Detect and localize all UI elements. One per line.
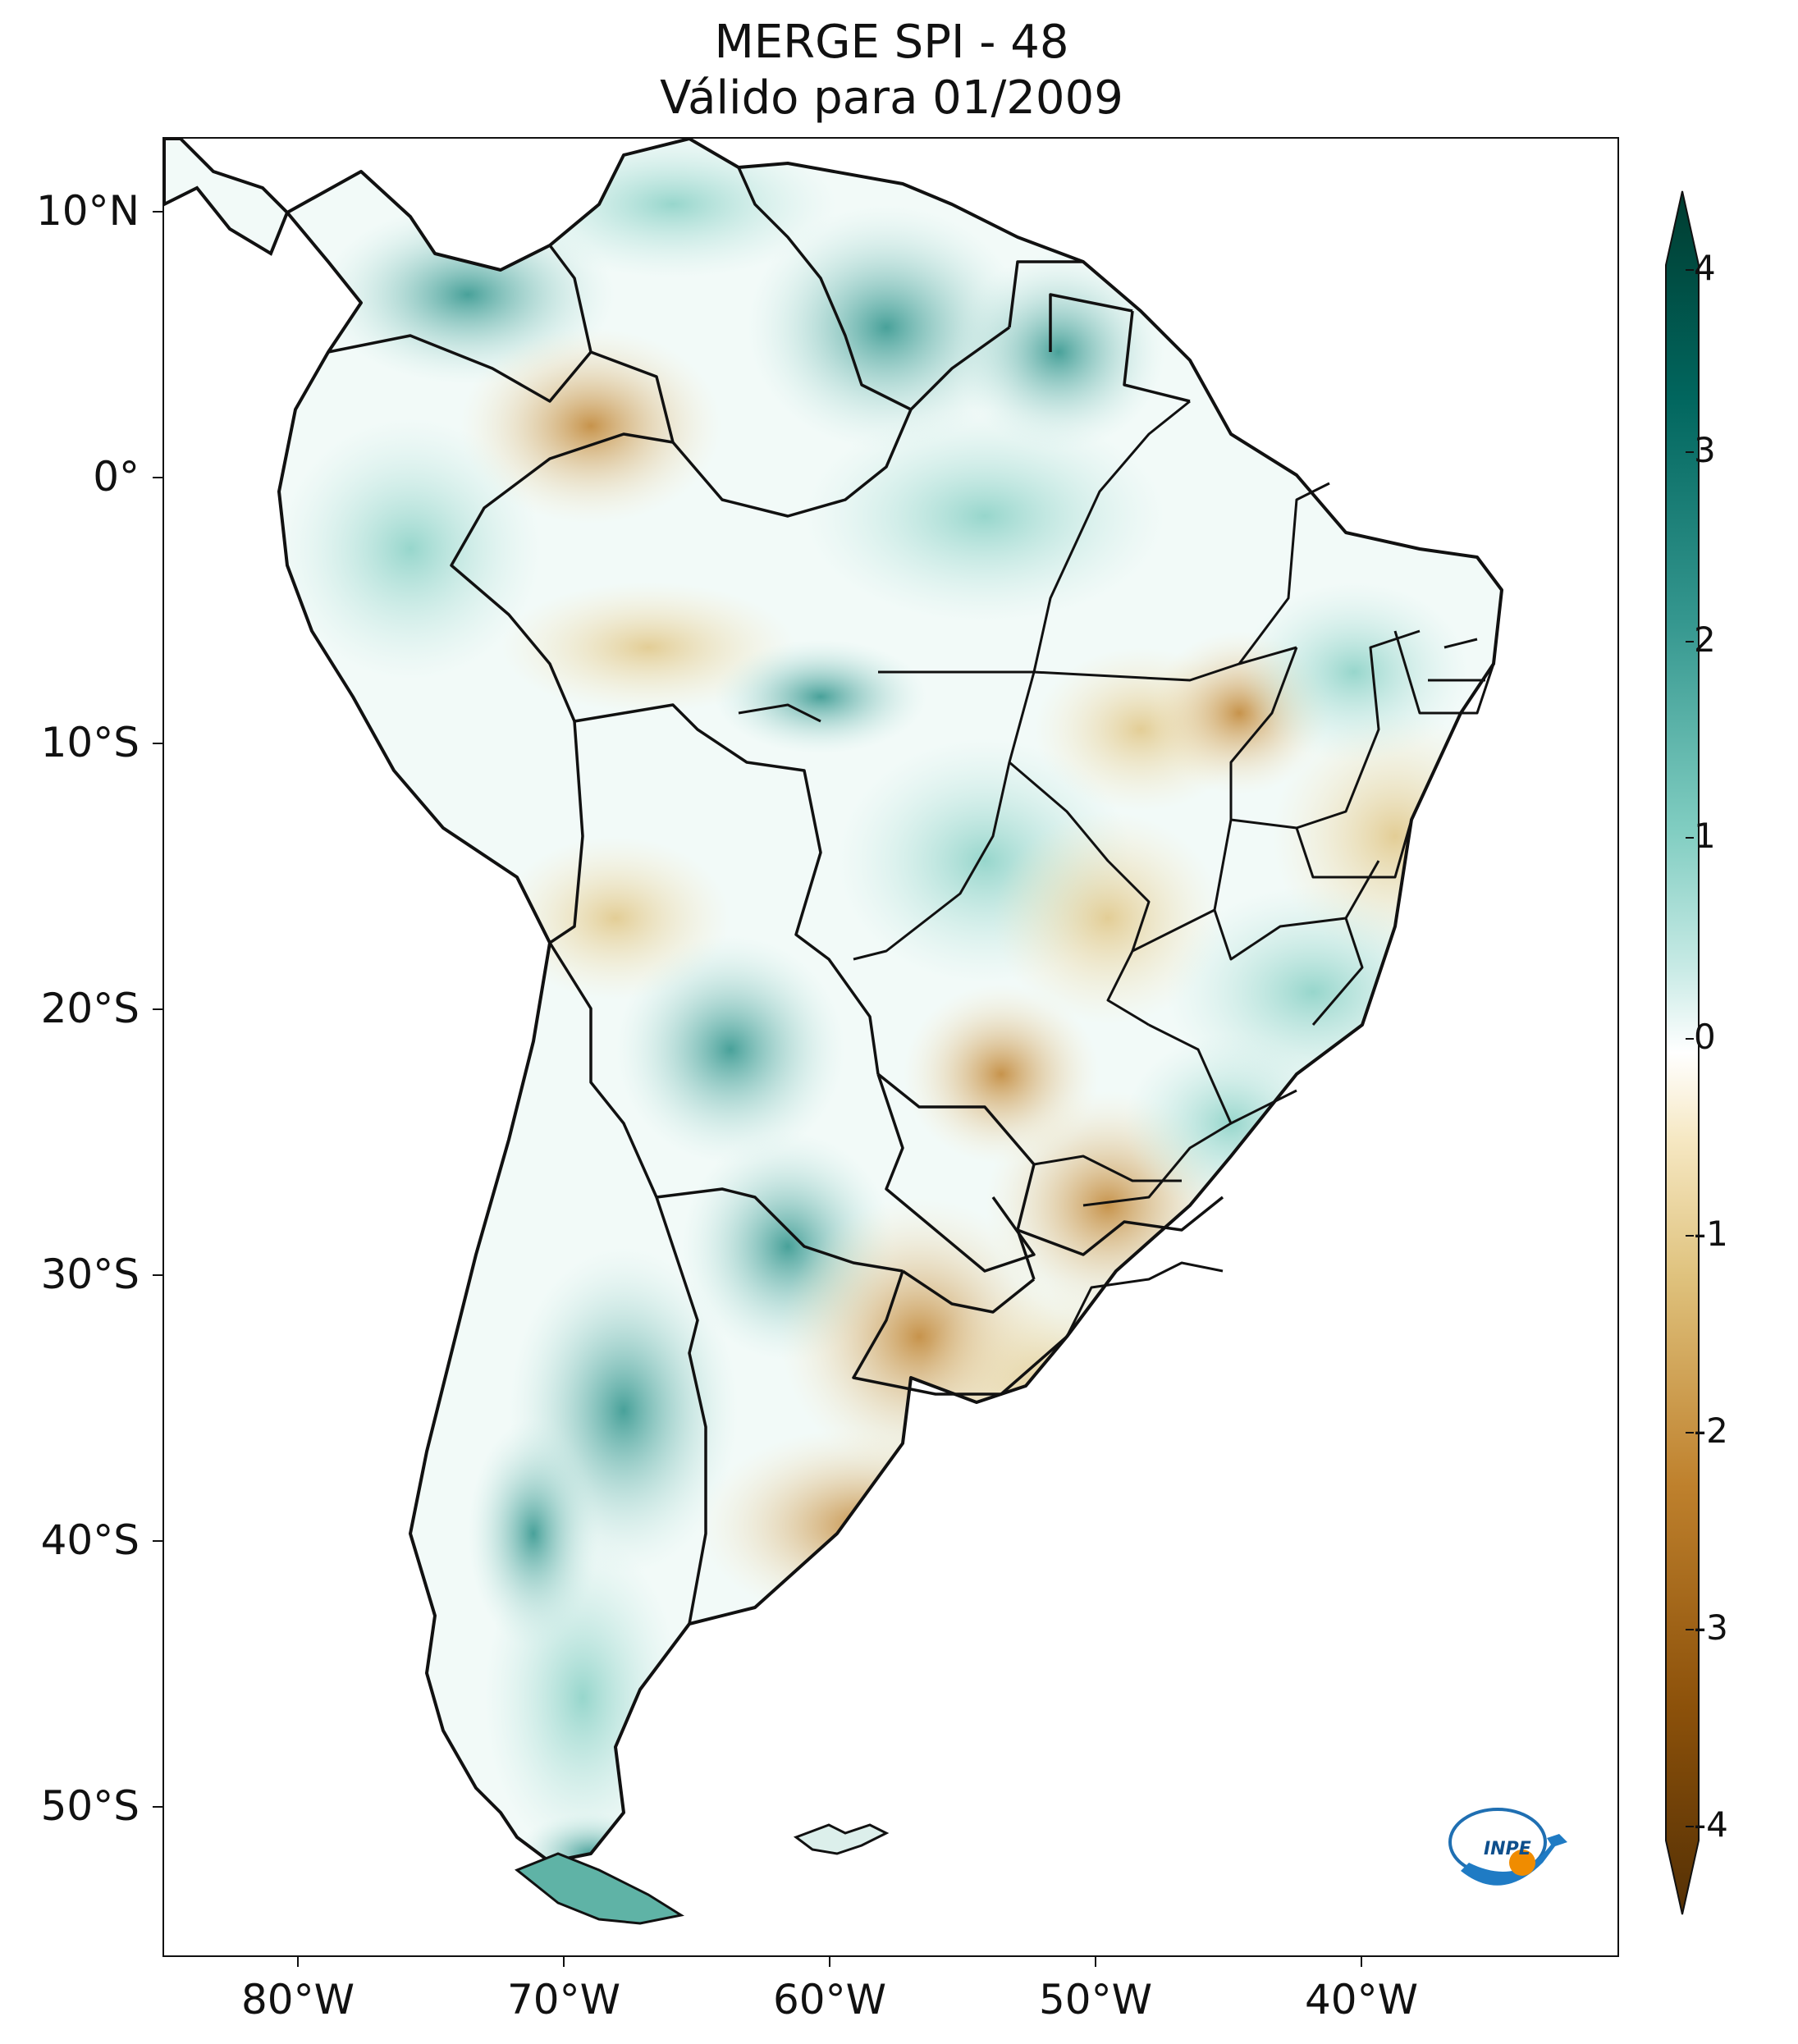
- lon-tick-mark: [1361, 1957, 1362, 1967]
- lat-tick-label: 50°S: [40, 1782, 140, 1830]
- lat-tick-label: 30°S: [40, 1251, 140, 1298]
- lon-tick-label: 50°W: [1038, 1976, 1153, 2023]
- lat-tick-label: 20°S: [40, 985, 140, 1032]
- lat-tick-label: 40°S: [40, 1516, 140, 1564]
- inpe-logo: INPE: [1448, 1808, 1567, 1886]
- map-title-line1: MERGE SPI - 48: [714, 16, 1069, 69]
- colorbar-tick: [1686, 269, 1694, 271]
- lon-tick-mark: [297, 1957, 299, 1967]
- lon-tick-label: 60°W: [772, 1976, 887, 2023]
- tierra-del-fuego: [515, 1852, 684, 1925]
- map-title-line2: Válido para 01/2009: [660, 71, 1123, 125]
- colorbar-label: 2: [1694, 620, 1716, 660]
- spi-field: [279, 139, 1502, 1862]
- lat-tick-mark: [153, 743, 162, 744]
- lon-tick-mark: [1095, 1957, 1096, 1967]
- colorbar-tick: [1686, 1432, 1694, 1434]
- lat-tick-label: 10°S: [40, 719, 140, 766]
- falkland-islands: [793, 1823, 890, 1855]
- lon-tick-mark: [563, 1957, 565, 1967]
- lat-tick-mark: [153, 1806, 162, 1808]
- lat-tick-mark: [153, 477, 162, 478]
- inpe-logo-text: INPE: [1484, 1839, 1531, 1859]
- state-borders: [738, 400, 1495, 1338]
- lat-tick-label: 0°: [93, 453, 140, 501]
- south-america-map: [164, 139, 1503, 1925]
- colorbar-label: -4: [1694, 1804, 1728, 1845]
- colorbar-label: 1: [1694, 816, 1716, 856]
- colorbar-label: 4: [1694, 248, 1716, 288]
- colorbar-tick: [1686, 641, 1694, 642]
- colorbar-tick: [1686, 1235, 1694, 1237]
- colorbar-label: 0: [1694, 1017, 1716, 1057]
- colorbar-tick: [1686, 837, 1694, 839]
- colorbar-tick: [1686, 1038, 1694, 1040]
- colorbar-tick: [1686, 1629, 1694, 1630]
- colorbar-tick: [1686, 1826, 1694, 1827]
- lat-tick-mark: [153, 211, 162, 213]
- colorbar: [1665, 190, 1700, 1915]
- lon-tick-label: 70°W: [506, 1976, 621, 2023]
- colorbar-label: 3: [1694, 430, 1716, 470]
- lon-tick-label: 40°W: [1304, 1976, 1419, 2023]
- lat-tick-mark: [153, 1540, 162, 1542]
- central-america-coast: [164, 139, 290, 256]
- lon-tick-mark: [829, 1957, 830, 1967]
- colorbar-label: -3: [1694, 1607, 1728, 1648]
- colorbar-label: -1: [1694, 1214, 1728, 1254]
- country-borders: [327, 167, 1224, 1625]
- lat-tick-label: 10°N: [35, 187, 140, 235]
- lat-tick-mark: [153, 1008, 162, 1010]
- map-panel: [162, 137, 1619, 1957]
- lon-tick-label: 80°W: [240, 1976, 355, 2023]
- colorbar-tick: [1686, 451, 1694, 453]
- colorbar-label: -2: [1694, 1411, 1728, 1451]
- lat-tick-mark: [153, 1274, 162, 1276]
- coastline: [277, 139, 1503, 1863]
